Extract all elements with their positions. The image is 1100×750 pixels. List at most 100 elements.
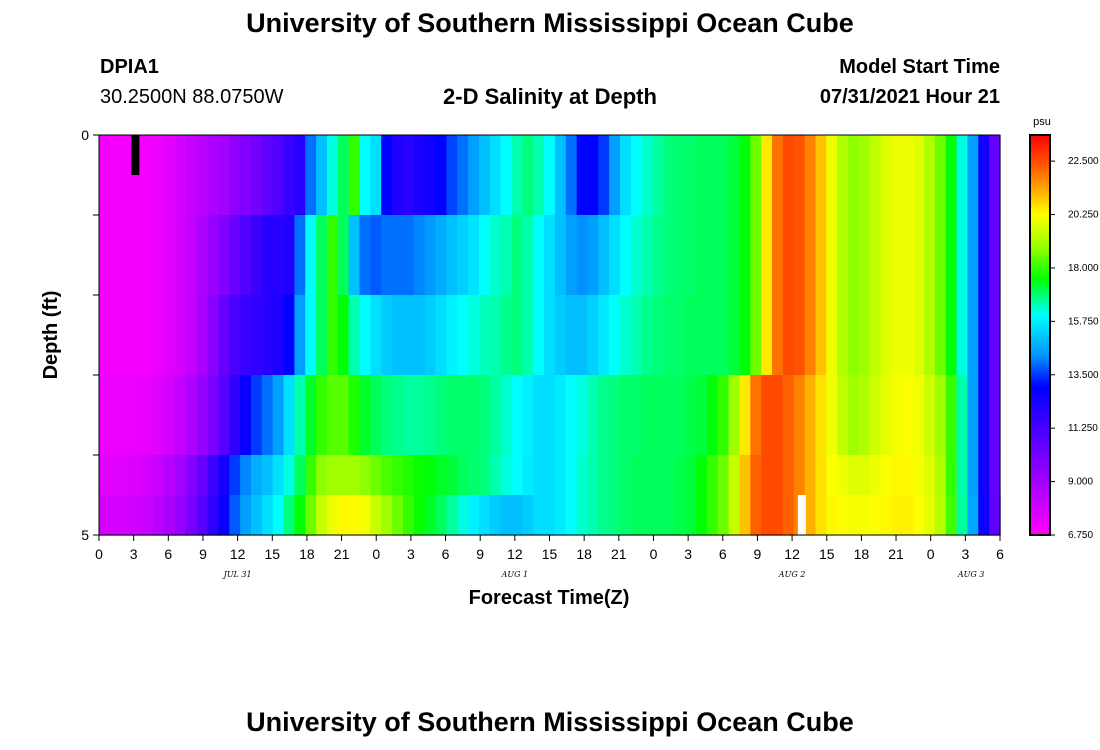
x-tick-label: 12 bbox=[230, 546, 246, 562]
heatmap-cell bbox=[934, 295, 947, 376]
heatmap-cell bbox=[348, 295, 361, 376]
heatmap-cell bbox=[598, 135, 610, 216]
date-label: AUG 3 bbox=[957, 570, 985, 579]
heatmap-cell bbox=[652, 135, 665, 216]
heatmap-cell bbox=[858, 135, 871, 216]
heatmap-cell bbox=[609, 215, 621, 296]
heatmap-cell bbox=[641, 295, 654, 376]
heatmap-cell bbox=[283, 215, 295, 296]
heatmap-cell bbox=[706, 135, 719, 216]
heatmap-cell bbox=[240, 495, 252, 536]
heatmap-cell bbox=[696, 215, 708, 296]
heatmap-cell bbox=[533, 375, 545, 456]
heatmap-cell bbox=[739, 215, 751, 296]
heatmap-cell bbox=[316, 495, 328, 536]
heatmap-cell bbox=[174, 295, 187, 376]
heatmap-cell bbox=[902, 215, 914, 296]
heatmap-cell bbox=[359, 135, 371, 216]
heatmap-cell bbox=[250, 375, 263, 456]
heatmap-cell bbox=[630, 375, 643, 456]
heatmap-cells bbox=[99, 135, 1001, 536]
heatmap-cell bbox=[674, 135, 686, 216]
heatmap-cell bbox=[934, 215, 947, 296]
heatmap-cell bbox=[109, 295, 122, 376]
heatmap-cell bbox=[435, 135, 447, 216]
heatmap-cell bbox=[240, 135, 252, 216]
heatmap-cell bbox=[240, 215, 252, 296]
heatmap-cell bbox=[185, 295, 198, 376]
heatmap-cell bbox=[652, 295, 665, 376]
heatmap-cell bbox=[945, 375, 958, 456]
heatmap-cell bbox=[815, 375, 827, 456]
heatmap-cell bbox=[815, 135, 827, 216]
heatmap-cell bbox=[294, 495, 306, 536]
heatmap-cell bbox=[652, 495, 665, 536]
heatmap-cell bbox=[630, 215, 643, 296]
heatmap-cell bbox=[544, 375, 556, 456]
heatmap-cell bbox=[782, 295, 795, 376]
x-tick-label: 9 bbox=[476, 546, 484, 562]
heatmap-cell bbox=[858, 295, 871, 376]
heatmap-cell bbox=[272, 295, 285, 376]
heatmap-cell bbox=[413, 215, 426, 296]
heatmap-cell bbox=[544, 495, 556, 536]
station-coordinates: 30.2500N 88.0750W bbox=[100, 86, 284, 108]
heatmap-cell bbox=[500, 495, 513, 536]
heatmap-cell bbox=[652, 375, 665, 456]
heatmap-cell bbox=[587, 375, 599, 456]
heatmap-cell bbox=[761, 375, 773, 456]
heatmap-cell bbox=[880, 495, 893, 536]
heatmap-cell bbox=[804, 375, 817, 456]
heatmap-cell bbox=[435, 495, 447, 536]
heatmap-cell bbox=[978, 295, 990, 376]
heatmap-cell bbox=[164, 215, 176, 296]
heatmap-cell bbox=[663, 495, 675, 536]
heatmap-cell bbox=[489, 295, 502, 376]
x-tick-label: 18 bbox=[854, 546, 870, 562]
x-tick-label: 9 bbox=[754, 546, 762, 562]
heatmap-cell bbox=[945, 215, 958, 296]
x-tick-label: 21 bbox=[334, 546, 350, 562]
heatmap-cell bbox=[294, 375, 306, 456]
heatmap-cell bbox=[891, 495, 903, 536]
heatmap-cell bbox=[750, 495, 762, 536]
heatmap-cell bbox=[793, 135, 806, 216]
heatmap-cell bbox=[750, 215, 762, 296]
heatmap-cell bbox=[250, 215, 263, 296]
heatmap-cell bbox=[837, 495, 849, 536]
heatmap-cell bbox=[348, 375, 361, 456]
heatmap-cell bbox=[185, 135, 198, 216]
heatmap-cell bbox=[793, 215, 806, 296]
heatmap-cell bbox=[685, 215, 697, 296]
heatmap-cell bbox=[674, 295, 686, 376]
heatmap-cell bbox=[424, 495, 437, 536]
heatmap-cell bbox=[522, 135, 534, 216]
heatmap-cell bbox=[185, 215, 198, 296]
heatmap-cell bbox=[489, 135, 502, 216]
heatmap-cell bbox=[924, 295, 936, 376]
heatmap-cell bbox=[337, 215, 350, 296]
heatmap-cell bbox=[413, 295, 426, 376]
heatmap-cell bbox=[174, 495, 187, 536]
heatmap-cell bbox=[424, 135, 437, 216]
heatmap-cell bbox=[891, 295, 903, 376]
heatmap-cell bbox=[424, 215, 437, 296]
heatmap-cell bbox=[815, 295, 827, 376]
heatmap-cell bbox=[478, 215, 491, 296]
heatmap-cell bbox=[750, 135, 762, 216]
heatmap-cell bbox=[142, 135, 154, 216]
heatmap-cell bbox=[706, 215, 719, 296]
x-tick-label: 15 bbox=[542, 546, 558, 562]
heatmap-cell bbox=[457, 295, 469, 376]
heatmap-cell bbox=[99, 135, 111, 216]
heatmap-cell bbox=[196, 135, 209, 216]
heatmap-cell bbox=[554, 135, 567, 216]
heatmap-cell bbox=[207, 135, 220, 216]
heatmap-cell bbox=[207, 295, 220, 376]
page-title: University of Southern Mississippi Ocean… bbox=[246, 8, 854, 38]
heatmap-cell bbox=[772, 495, 784, 536]
heatmap-cell bbox=[728, 295, 741, 376]
heatmap-cell bbox=[272, 375, 285, 456]
heatmap-cell bbox=[142, 495, 154, 536]
